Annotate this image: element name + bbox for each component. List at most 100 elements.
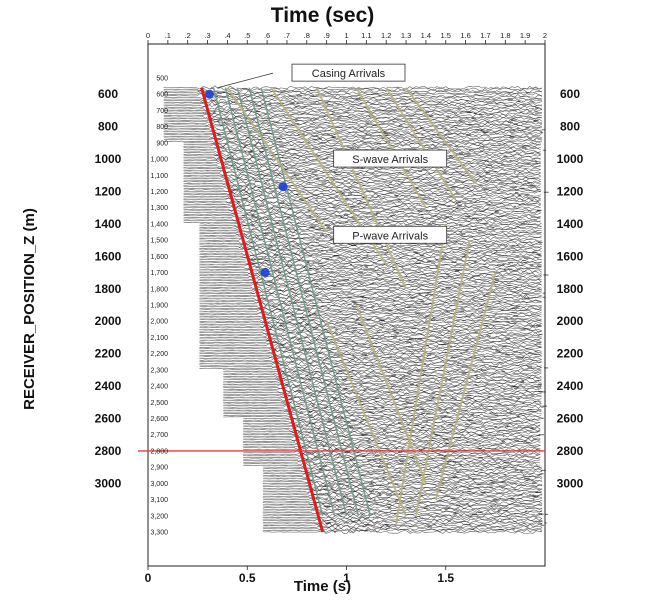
wavelet-patch xyxy=(511,311,517,314)
wavelet-patch xyxy=(251,258,256,261)
wavelet-patch xyxy=(446,273,450,276)
wavelet-patch xyxy=(537,288,540,290)
wavelet-patch xyxy=(263,232,269,235)
wavelet-patch xyxy=(348,425,353,427)
wavelet-patch xyxy=(366,500,371,503)
wavelet-patch xyxy=(370,337,374,339)
trace xyxy=(163,92,542,97)
wavelet-patch xyxy=(531,482,536,484)
wavelet-patch xyxy=(370,481,374,483)
wavelet-patch xyxy=(466,134,472,136)
wavelet-patch xyxy=(537,209,542,211)
wavelet-patch xyxy=(500,164,505,166)
wavelet-patch xyxy=(306,348,313,350)
wavelet-patch xyxy=(467,395,472,397)
trace xyxy=(223,388,542,394)
wavelet-patch xyxy=(440,426,444,428)
wavelet-patch xyxy=(407,306,411,308)
depth-label-left: 800 xyxy=(98,120,118,134)
wavelet-patch xyxy=(337,370,342,372)
top-tick-label: 1.4 xyxy=(421,31,431,40)
wavelet-patch xyxy=(386,134,389,136)
wavelet-patch xyxy=(300,317,304,319)
inner-depth-label: 1,600 xyxy=(150,254,168,261)
wavelet-patch xyxy=(515,356,521,358)
trace xyxy=(223,386,542,392)
trace xyxy=(262,528,543,533)
trace xyxy=(199,305,542,311)
wavelet-patch xyxy=(420,408,425,410)
inner-depth-label: 700 xyxy=(156,108,168,115)
wavelet-patch xyxy=(467,488,472,490)
wavelet-patch xyxy=(265,163,270,165)
wavelet-patch xyxy=(253,185,256,187)
wavelet-patch xyxy=(380,246,383,248)
trace xyxy=(262,482,543,488)
wavelet-patch xyxy=(426,260,431,262)
first-break-pick-line xyxy=(200,87,325,533)
wavelet-patch xyxy=(295,119,298,121)
wavelet-patch xyxy=(281,157,284,159)
wavelet-patch xyxy=(331,390,337,392)
wavelet-patch xyxy=(479,434,484,436)
trace xyxy=(199,279,542,285)
wavelet-patch xyxy=(408,280,411,282)
inner-depth-label: 3,000 xyxy=(150,481,168,488)
wavelet-patch xyxy=(495,350,501,352)
wavelet-patch xyxy=(538,242,543,244)
wavelet-patch xyxy=(331,284,337,286)
wavelet-patch xyxy=(478,311,484,313)
wavelet-patch xyxy=(502,441,506,443)
trace xyxy=(263,521,543,527)
wavelet-patch xyxy=(268,182,270,184)
annotation-box xyxy=(333,225,448,244)
depth-axis-outer: 600 600 800 800 1000 1000 1200 1200 1400 1400 1600… xyxy=(95,87,584,490)
wavelet-patch xyxy=(256,266,260,268)
wavelet-patch xyxy=(280,322,285,324)
wavelet-patch xyxy=(445,191,448,193)
wavelet-patch xyxy=(316,239,320,241)
trace xyxy=(183,164,541,170)
wavelet-patch xyxy=(382,478,386,480)
depth-label-left: 600 xyxy=(98,87,118,101)
wavelet-patch xyxy=(364,530,369,532)
trace xyxy=(243,435,541,440)
wavelet-patch xyxy=(507,98,513,101)
wavelet-patch xyxy=(364,265,368,267)
wavelet-patch xyxy=(470,413,475,416)
wavelet-patch xyxy=(453,512,457,514)
wavelet-patch xyxy=(334,449,339,451)
wavelet-patch xyxy=(527,409,532,411)
trace xyxy=(223,409,542,414)
wavelet-patch xyxy=(333,255,339,257)
depth-label-right: 1200 xyxy=(557,185,584,199)
wavelet-patch xyxy=(502,345,507,347)
wavelet-patch xyxy=(308,414,313,416)
wavelet-patch xyxy=(277,229,284,231)
wavelet-patch xyxy=(517,100,521,102)
wavelet-patch xyxy=(479,129,485,131)
depth-axis-inner: 500 600 700 800 900 1,000 1,100 1,200 1,300 1,400… xyxy=(150,76,168,537)
trace xyxy=(199,326,542,332)
trace xyxy=(243,454,541,460)
wavelet-patch xyxy=(538,333,543,336)
wavelet-patch xyxy=(451,187,456,189)
wavelet-patch xyxy=(270,94,273,96)
trace xyxy=(163,107,542,113)
wavelet-patch xyxy=(489,486,493,489)
wavelet-patch xyxy=(357,203,362,205)
wavelet-patch xyxy=(540,131,544,134)
wavelet-patch xyxy=(537,266,542,268)
wavelet-patch xyxy=(321,274,323,276)
wavelet-patch xyxy=(323,465,328,467)
top-tick-label: 1.2 xyxy=(381,31,391,40)
wavelet-patch xyxy=(487,335,491,337)
wavelet-patch xyxy=(307,209,310,211)
wavelet-patch xyxy=(515,287,518,289)
wavelet-patch xyxy=(489,479,493,482)
inner-depth-label: 2,400 xyxy=(150,384,168,391)
wavelet-patch xyxy=(285,384,289,386)
wavelet-patch xyxy=(527,365,532,367)
wavelet-patch xyxy=(447,205,450,207)
wavelet-patch xyxy=(486,204,491,206)
